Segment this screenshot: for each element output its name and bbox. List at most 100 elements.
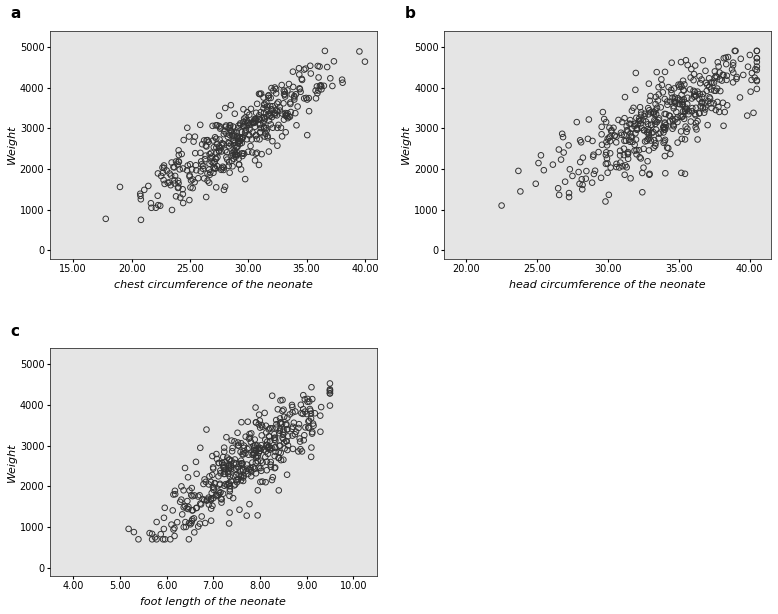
Point xyxy=(677,112,689,122)
Point xyxy=(678,114,690,124)
Point xyxy=(288,418,300,428)
Point xyxy=(156,168,169,177)
Point xyxy=(686,103,699,113)
Point xyxy=(209,120,222,130)
Point xyxy=(194,499,206,508)
Point xyxy=(566,171,579,181)
Point xyxy=(275,123,287,133)
Point xyxy=(209,157,221,167)
Point xyxy=(223,454,236,464)
Point xyxy=(255,466,268,476)
Point xyxy=(172,182,184,192)
Point xyxy=(751,76,763,86)
Point xyxy=(281,112,293,122)
Point xyxy=(697,89,710,99)
Point xyxy=(717,98,729,107)
Point xyxy=(248,449,261,459)
Point xyxy=(311,88,324,98)
Point xyxy=(177,189,189,199)
Point xyxy=(696,97,708,107)
Point xyxy=(305,69,317,79)
Point xyxy=(250,446,262,456)
Point xyxy=(675,90,688,100)
Point xyxy=(218,469,230,479)
Point xyxy=(240,126,252,136)
Point xyxy=(621,163,633,173)
Point xyxy=(303,423,315,433)
Point xyxy=(122,524,135,534)
Text: b: b xyxy=(405,6,416,21)
Point xyxy=(642,119,654,129)
Point xyxy=(688,69,700,79)
Point xyxy=(266,136,279,146)
Point xyxy=(711,84,724,93)
Point xyxy=(653,114,665,123)
Point xyxy=(297,391,310,400)
Point xyxy=(239,128,251,138)
Point xyxy=(290,427,303,437)
Point xyxy=(248,445,261,455)
Point xyxy=(713,68,726,77)
Point xyxy=(274,424,286,434)
Point xyxy=(100,214,112,223)
Point xyxy=(595,130,608,139)
Point xyxy=(622,147,634,157)
Point xyxy=(233,133,246,142)
Point xyxy=(167,489,180,499)
Point xyxy=(168,176,180,185)
Point xyxy=(238,471,251,481)
Point xyxy=(216,147,228,157)
Point xyxy=(643,146,655,155)
Point xyxy=(608,131,621,141)
Point xyxy=(258,104,270,114)
Point xyxy=(608,123,620,133)
Point xyxy=(675,79,687,89)
Point xyxy=(209,154,222,163)
Point xyxy=(658,119,671,128)
Point xyxy=(682,93,694,103)
Point xyxy=(264,108,276,118)
Point xyxy=(233,160,245,169)
Point xyxy=(640,136,653,146)
Point xyxy=(254,128,266,138)
Point xyxy=(671,117,684,127)
Point xyxy=(575,138,587,147)
Point xyxy=(637,144,650,154)
Point xyxy=(256,113,268,123)
Point xyxy=(265,83,278,93)
Point xyxy=(272,486,285,495)
Point xyxy=(668,97,681,107)
Point xyxy=(219,465,232,475)
Point xyxy=(692,116,704,126)
Point xyxy=(237,132,249,142)
Point xyxy=(657,122,670,131)
Point xyxy=(603,133,615,142)
Point xyxy=(559,177,571,187)
Point xyxy=(727,58,739,68)
Point xyxy=(269,442,282,452)
Point xyxy=(293,84,306,93)
Point xyxy=(693,109,706,119)
Point xyxy=(614,150,626,160)
Point xyxy=(226,122,239,131)
Point xyxy=(236,134,248,144)
Point xyxy=(233,132,246,142)
Point xyxy=(243,433,255,443)
Point xyxy=(293,423,305,433)
Point xyxy=(219,182,231,192)
Point xyxy=(635,110,647,120)
Point xyxy=(219,146,232,155)
Point xyxy=(223,465,235,475)
Point xyxy=(612,115,625,125)
Point xyxy=(660,120,672,130)
Point xyxy=(231,142,244,152)
Point xyxy=(196,494,209,504)
Point xyxy=(547,160,559,169)
Point xyxy=(235,475,247,485)
Point xyxy=(721,100,734,110)
Point xyxy=(255,88,268,98)
Point xyxy=(240,112,252,122)
Point xyxy=(282,113,294,123)
Point xyxy=(235,456,247,465)
Point xyxy=(672,99,685,109)
